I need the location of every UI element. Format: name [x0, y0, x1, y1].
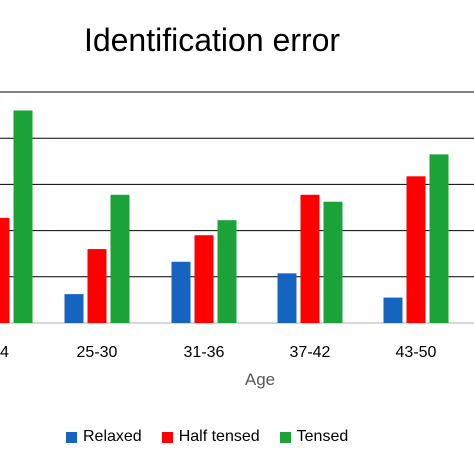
bar-tensed-31-36 [217, 220, 237, 323]
bar-half-tensed-37-42 [300, 194, 320, 323]
x-axis-title: Age [244, 370, 276, 389]
bar-half-tensed-31-36 [194, 235, 214, 323]
bar-tensed-43-50 [429, 154, 449, 323]
legend-item-tensed: Tensed [279, 428, 349, 446]
legend-label-tensed: Tensed [296, 428, 349, 445]
legend-swatch-tensed [279, 431, 291, 443]
bar-relaxed-43-50 [383, 297, 403, 323]
x-tick-labels: 24 25-30 31-36 37-42 43-50 [0, 344, 437, 361]
legend-swatch-half-tensed [161, 431, 173, 443]
bar-half-tensed-25-30 [87, 249, 107, 323]
bar-relaxed-25-30 [64, 294, 84, 323]
x-tick-label: 43-50 [396, 344, 437, 361]
bars [0, 110, 449, 323]
x-tick-label: 37-42 [290, 344, 331, 361]
x-tick-label: 25-30 [77, 344, 118, 361]
legend: Relaxed Half tensed Tensed [66, 428, 348, 446]
x-tick-label: 24 [0, 344, 9, 361]
bar-tensed-24 [13, 110, 33, 323]
bar-half-tensed-24 [0, 217, 10, 323]
bar-half-tensed-43-50 [406, 176, 426, 323]
legend-item-relaxed: Relaxed [66, 428, 142, 446]
bar-relaxed-37-42 [277, 273, 297, 323]
legend-label-half-tensed: Half tensed [178, 428, 260, 445]
chart-title: Identification error [83, 22, 341, 58]
legend-label-relaxed: Relaxed [83, 428, 142, 445]
bar-tensed-25-30 [110, 194, 130, 323]
x-tick-label: 31-36 [184, 344, 225, 361]
legend-item-half-tensed: Half tensed [161, 428, 260, 446]
gridlines [0, 91, 474, 324]
legend-swatch-relaxed [66, 431, 77, 443]
bar-tensed-37-42 [323, 201, 343, 323]
bar-relaxed-31-36 [171, 261, 191, 323]
